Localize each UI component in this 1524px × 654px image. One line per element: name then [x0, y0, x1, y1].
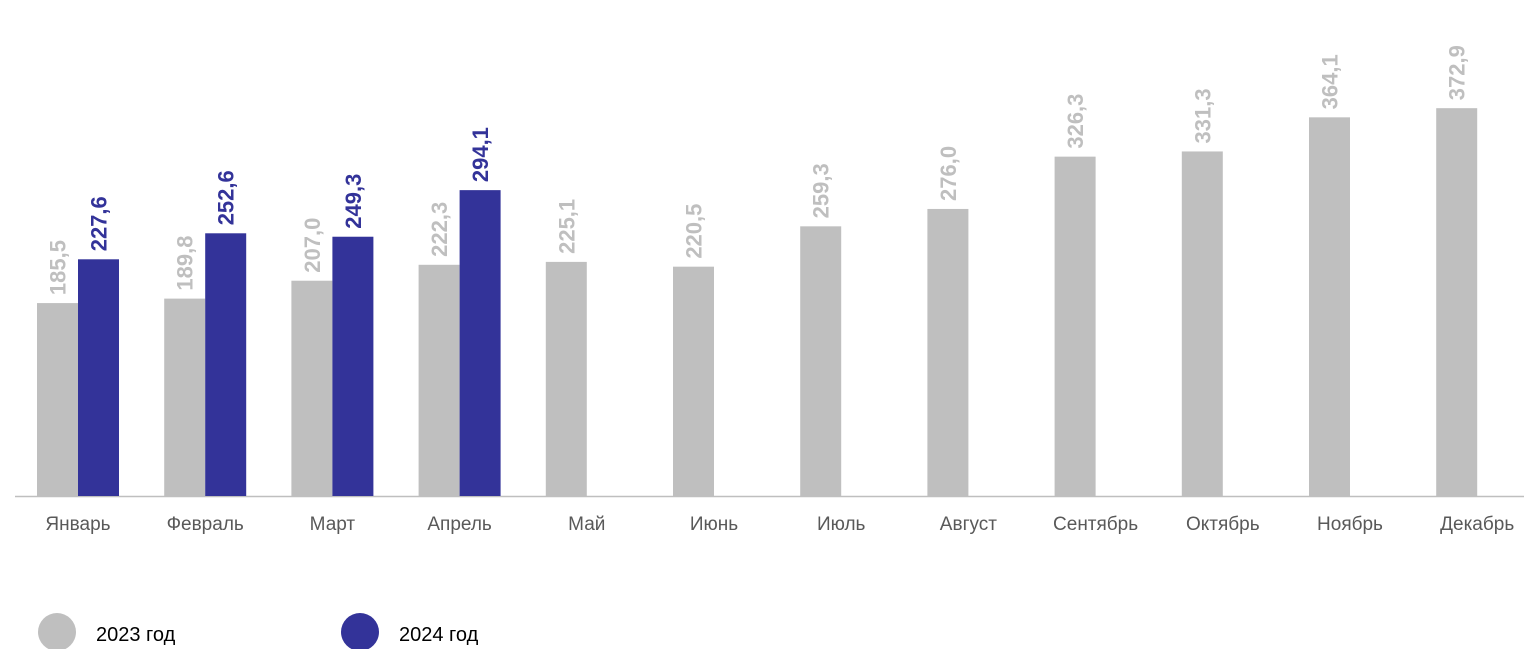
value-label: 259,3: [809, 163, 834, 218]
x-tick-label: Август: [940, 514, 997, 535]
legend-marker: [341, 613, 379, 651]
bar: [459, 190, 501, 497]
value-label: 249,3: [341, 174, 366, 229]
bar: [164, 298, 206, 496]
x-tick-label: Июль: [817, 514, 866, 535]
value-label: 227,6: [87, 196, 112, 251]
legend-marker: [38, 613, 76, 651]
bar: [37, 303, 78, 496]
x-tick-label: Декабрь: [1440, 514, 1514, 535]
value-label: 185,5: [46, 240, 71, 295]
value-label: 220,5: [682, 204, 707, 259]
x-tick-label: Апрель: [427, 514, 492, 535]
value-label: 331,3: [1190, 88, 1215, 143]
bar: [673, 266, 714, 496]
bar: [418, 264, 460, 496]
bar: [800, 226, 842, 496]
bar: [1181, 151, 1223, 496]
bar: [1054, 156, 1096, 496]
bar: [205, 233, 247, 496]
value-label: 189,8: [173, 236, 198, 291]
bar: [291, 280, 333, 496]
bar: [927, 208, 969, 496]
x-tick-label: Март: [310, 514, 356, 535]
x-tick-label: Февраль: [167, 514, 244, 535]
bar: [1309, 117, 1350, 496]
x-tick-label: Октябрь: [1186, 514, 1260, 535]
value-label: 225,1: [554, 199, 579, 254]
x-tick-label: Ноябрь: [1317, 514, 1383, 535]
x-tick-label: Июнь: [690, 514, 738, 535]
bar: [545, 261, 587, 496]
legend-label: 2023 год: [96, 624, 176, 646]
value-label: 294,1: [468, 127, 493, 182]
bar: [332, 236, 374, 496]
x-tick-label: Май: [568, 514, 605, 535]
legend-label: 2024 год: [399, 624, 479, 646]
x-tick-label: Январь: [45, 514, 110, 535]
value-label: 207,0: [300, 218, 325, 273]
bar: [78, 259, 119, 496]
value-label: 372,9: [1445, 45, 1470, 100]
value-label: 276,0: [936, 146, 961, 201]
value-label: 364,1: [1318, 54, 1343, 109]
value-label: 326,3: [1063, 94, 1088, 149]
value-label: 252,6: [214, 170, 239, 225]
bar: [1436, 108, 1478, 497]
value-label: 222,3: [427, 202, 452, 257]
x-tick-label: Сентябрь: [1053, 514, 1138, 535]
